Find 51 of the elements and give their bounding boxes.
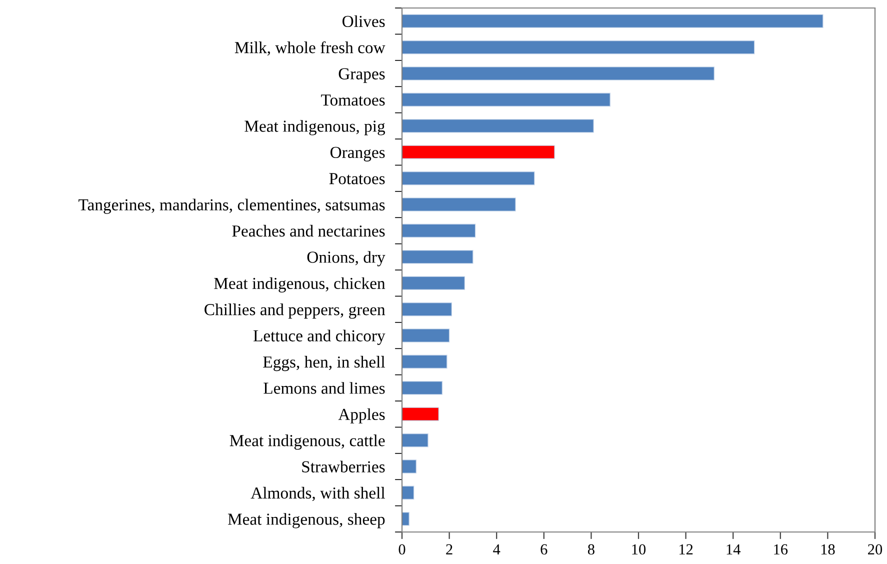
bar — [402, 145, 555, 159]
bar — [402, 486, 414, 500]
y-tick-label: Onions, dry — [307, 251, 386, 266]
y-tick-label: Chillies and peppers, green — [204, 304, 386, 319]
y-tick-label: Tangerines, mandarins, clementines, satsumas — [78, 198, 385, 214]
x-tick-label: 16 — [774, 544, 788, 555]
y-tick-label: Strawberries — [302, 460, 385, 472]
x-tick-label: 18 — [821, 544, 835, 555]
y-tick-label: Meat indigenous, pig — [244, 120, 386, 136]
bar — [402, 40, 755, 54]
y-tick-label: Eggs, hen, in shell — [263, 356, 385, 372]
x-tick-label: 6 — [540, 544, 548, 555]
x-tick-label: 12 — [680, 544, 693, 554]
x-tick-label: 14 — [726, 544, 740, 554]
y-tick-label: Lemons and limes — [264, 382, 385, 394]
y-tick-label: Lettuce and chicory — [253, 330, 386, 345]
bar — [402, 250, 474, 264]
y-tick-label: Meat indigenous, sheep — [228, 513, 385, 528]
bar — [402, 276, 466, 290]
y-tick-label: Apples — [338, 408, 385, 424]
y-tick-label: Olives — [342, 15, 385, 28]
bar — [402, 14, 824, 28]
bar — [402, 512, 410, 526]
bar — [402, 66, 715, 80]
x-tick-label: 20 — [868, 544, 882, 555]
y-tick-label: Almonds, with shell — [250, 486, 385, 502]
y-tick-label: Grapes — [338, 68, 385, 83]
y-tick-label: Meat indigenous, cattle — [230, 434, 385, 450]
y-tick-label: Meat indigenous, chicken — [214, 277, 386, 292]
bar — [402, 328, 450, 342]
bar — [402, 92, 610, 107]
bar — [402, 302, 452, 316]
bar — [402, 171, 535, 186]
bar — [402, 433, 428, 448]
y-tick-label: Potatoes — [329, 173, 385, 184]
bar — [402, 119, 594, 133]
x-tick-label: 8 — [588, 544, 594, 555]
x-tick-label: 2 — [446, 544, 452, 554]
y-tick-label: Peaches and nectarines — [232, 224, 385, 237]
bar — [402, 198, 516, 212]
x-tick-label: 10 — [632, 544, 646, 555]
y-tick-label: Oranges — [330, 146, 385, 162]
bar — [402, 407, 440, 421]
bar — [402, 381, 443, 395]
bar — [402, 224, 476, 238]
y-tick-label: Milk, whole fresh cow — [234, 41, 386, 56]
bar — [402, 460, 417, 474]
bar — [402, 354, 448, 369]
y-tick-label: Tomatoes — [321, 94, 385, 106]
x-tick-label: 4 — [493, 544, 500, 554]
x-tick-label: 0 — [398, 544, 406, 555]
